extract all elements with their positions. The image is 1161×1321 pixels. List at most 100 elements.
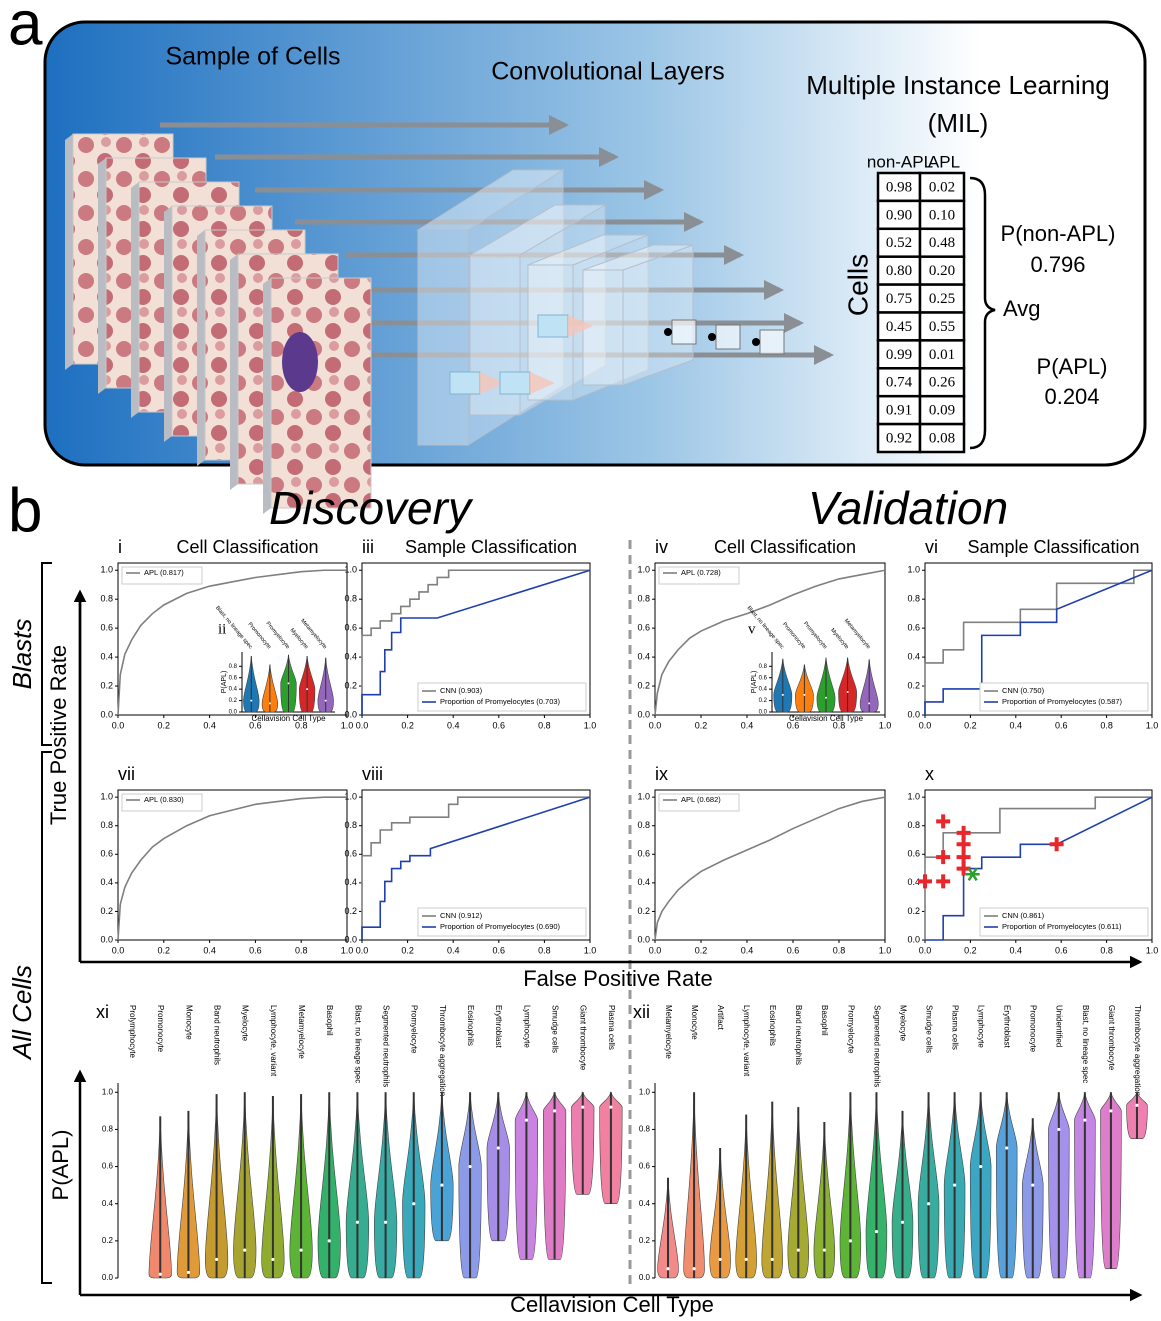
panel-label: a (8, 0, 43, 58)
roc-curve (924, 796, 1152, 940)
x-tick-label: 0.4 (1010, 945, 1023, 955)
x-tick-label: 1.0 (584, 945, 597, 955)
panel-label: viii (362, 764, 383, 784)
table-cell (918, 255, 966, 286)
legend-label: CNN (0.861) (1002, 911, 1045, 920)
category-label: Promyelocyte (410, 1005, 419, 1054)
result-value: 0.796 (1030, 252, 1085, 277)
legend-box (658, 793, 740, 812)
roc-curve (361, 796, 590, 940)
legend-label: APL (0.817) (144, 568, 184, 577)
violin-median (692, 1267, 696, 1271)
y-tick-label: 0.0 (100, 709, 113, 719)
marker-plus (956, 850, 971, 865)
y-tick-label: 0.4 (100, 877, 113, 887)
stage-title: Multiple Instance Learning (806, 70, 1110, 100)
y-tick-label: 0.8 (907, 594, 920, 604)
stage-title: (MIL) (928, 108, 989, 138)
violin-median (1031, 1183, 1035, 1187)
roc-curve (654, 569, 886, 716)
axis-title: P(APL) (751, 671, 758, 694)
violin-median (243, 1248, 247, 1252)
x-tick-label: 0.2 (964, 945, 977, 955)
slide-edge (263, 278, 271, 514)
y-tick-label: 0.4 (759, 687, 768, 693)
table-value: 0.90 (886, 207, 912, 223)
category-label: Eosinophils (466, 1005, 475, 1046)
violin-median (158, 1272, 162, 1276)
layer-front (417, 229, 469, 446)
y-tick-label: 0.2 (907, 680, 920, 690)
kernel-proj (530, 372, 555, 394)
panel-label: v (748, 621, 756, 637)
x-tick-label: 0.6 (493, 720, 506, 730)
panel-label: iii (362, 537, 374, 557)
category-label: Band neutrophils (794, 1005, 803, 1065)
y-tick-label: 0.2 (229, 698, 238, 704)
table-header: non-APL (867, 152, 933, 171)
table-value: 0.26 (929, 375, 956, 391)
legend-box (121, 793, 203, 812)
y-tick-label: 0.0 (907, 709, 920, 719)
category-label: Promonocyte (156, 1005, 165, 1053)
violin-median (900, 1220, 905, 1224)
category-label: Unidentified (1055, 1005, 1064, 1047)
violin-median (1109, 1109, 1113, 1113)
category-label: Lymphocyte, variant (742, 1005, 751, 1077)
category-label: Segmented neutrophils (381, 1005, 390, 1087)
x-tick-label: 0.6 (1055, 720, 1068, 730)
violin-median (287, 682, 290, 685)
legend-label: CNN (0.903) (440, 686, 483, 695)
violin-median (355, 1220, 360, 1224)
violin-median (822, 1248, 826, 1252)
panel-label: iv (655, 537, 668, 557)
panel-label: xi (96, 1002, 109, 1022)
y-tick-label: 1.0 (907, 792, 920, 802)
y-tick-label: 0.0 (639, 1273, 651, 1282)
x-tick-label: 0.0 (112, 945, 125, 955)
slide-edge (164, 206, 172, 442)
panel-label: xii (633, 1002, 650, 1022)
table-value: 0.01 (929, 347, 955, 363)
violin-median (979, 1164, 983, 1169)
roc-curve (925, 796, 1153, 941)
violin-median (524, 1118, 529, 1122)
y-tick-label: 0.6 (102, 1162, 114, 1171)
axis-title: Cellavision Cell Type (510, 1292, 714, 1317)
layer-front (582, 269, 624, 386)
legend-label: CNN (0.750) (1002, 686, 1045, 695)
category-label: Artifact (716, 1005, 725, 1031)
y-tick-label: 0.2 (639, 1236, 651, 1245)
category-label: Metamyelocyte (297, 1005, 306, 1059)
violin-median (306, 688, 309, 691)
y-tick-label: 0.8 (100, 820, 113, 830)
y-tick-label: 0.4 (102, 1199, 114, 1208)
category-label: Promonocyte (1029, 1005, 1038, 1053)
chart-title: Sample Classification (967, 537, 1139, 557)
plot-frame (117, 789, 348, 941)
violin-median (796, 1248, 800, 1252)
y-tick-label: 1.0 (907, 565, 920, 575)
x-tick-label: 1.0 (1146, 720, 1159, 730)
plot-frame (654, 789, 886, 941)
x-tick-label: 0.6 (249, 945, 262, 955)
x-tick-label: 0.4 (741, 945, 754, 955)
chart-title: Cell Classification (714, 537, 856, 557)
y-tick-label: 0.4 (100, 651, 113, 661)
legend-label: Proportion of Promyelocytes (0.587) (1002, 697, 1123, 706)
table-value: 0.20 (929, 263, 955, 279)
x-tick-label: 0.8 (1100, 945, 1113, 955)
violin-median (214, 1257, 219, 1262)
cell-slide (270, 277, 372, 509)
category-label: Basophil (820, 1005, 829, 1036)
axis-title: Cellavision Cell Type (789, 714, 864, 723)
violin-median (327, 1239, 331, 1243)
y-tick-label: 0.8 (637, 594, 650, 604)
y-tick-label: 0.8 (637, 820, 650, 830)
y-tick-label: 0.8 (907, 820, 920, 830)
legend-label: APL (0.830) (144, 795, 184, 804)
category-label: Giant thrombocyte (579, 1005, 588, 1071)
y-tick-label: 1.0 (344, 792, 357, 802)
roc-curve (361, 796, 591, 940)
y-tick-label: 0.6 (907, 623, 920, 633)
